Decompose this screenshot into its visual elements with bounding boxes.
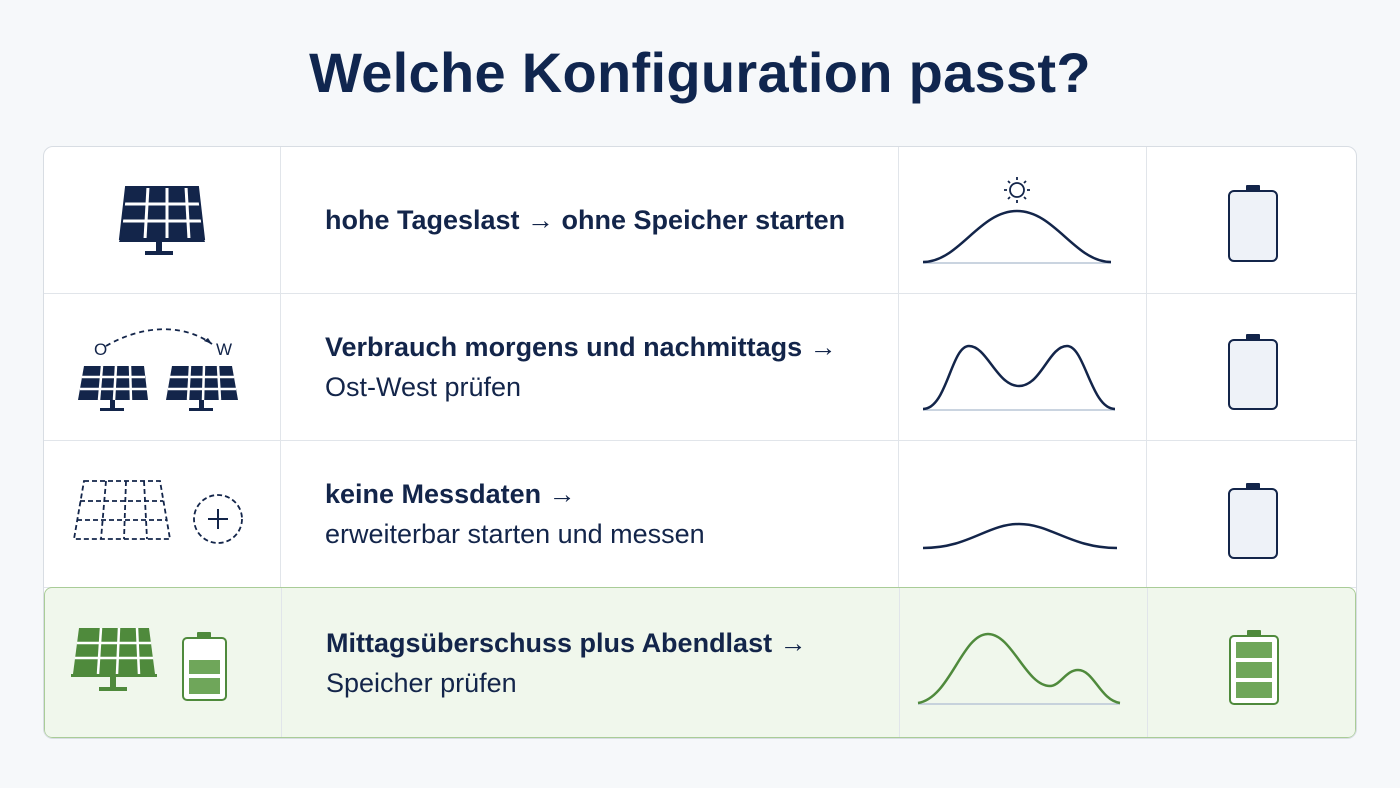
table-row-highlighted: Mittagsüberschuss plus Abendlast → Speic…: [44, 587, 1356, 738]
row-description-detail: Speicher prüfen: [326, 667, 517, 698]
solar-panel-icon: [118, 186, 206, 255]
battery-full-icon: [1229, 630, 1279, 705]
row-description: hohe Tageslast → ohne Speicher starten: [325, 205, 846, 235]
expandable-panel-icon: [72, 480, 243, 544]
row-description-detail: Ost-West prüfen: [325, 372, 522, 402]
sun-icon: [1004, 177, 1030, 203]
row-description: Verbrauch morgens und nachmittags →: [325, 332, 837, 362]
table-row: keine Messdaten → erweiterbar starten un…: [44, 441, 1356, 588]
curve-cell: [900, 588, 1148, 737]
panel-with-battery-icon: [71, 627, 227, 701]
row-description: Mittagsüberschuss plus Abendlast →: [326, 627, 807, 658]
icon-cell: [45, 588, 282, 737]
battery-empty-icon: [1228, 185, 1278, 262]
battery-cell: [1147, 294, 1356, 440]
configuration-table: hohe Tageslast → ohne Speicher starten: [43, 146, 1357, 739]
east-west-panels-icon: O W: [78, 328, 238, 411]
curve-cell: [899, 147, 1147, 293]
curve-cell: [899, 441, 1147, 587]
midday-peak-curve: [922, 177, 1112, 264]
icon-cell: [44, 441, 281, 587]
battery-cell: [1147, 441, 1356, 587]
description-cell: Mittagsüberschuss plus Abendlast → Speic…: [282, 588, 900, 737]
description-cell: keine Messdaten → erweiterbar starten un…: [281, 441, 899, 587]
orientation-west-label: W: [216, 340, 232, 359]
midday-and-evening-curve: [917, 632, 1121, 705]
battery-empty-icon: [1228, 334, 1278, 410]
battery-cell: [1148, 588, 1356, 737]
description-cell: Verbrauch morgens und nachmittags → Ost-…: [281, 294, 899, 440]
row-description: keine Messdaten →: [325, 479, 576, 509]
row-description-detail: erweiterbar starten und messen: [325, 519, 705, 549]
icon-cell: O W: [44, 294, 281, 440]
curve-cell: [899, 294, 1147, 440]
table-row: hohe Tageslast → ohne Speicher starten: [44, 147, 1356, 294]
orientation-east-label: O: [94, 340, 107, 359]
description-cell: hohe Tageslast → ohne Speicher starten: [281, 147, 899, 293]
battery-cell: [1147, 147, 1356, 293]
icon-cell: [44, 147, 281, 293]
double-peak-curve: [922, 344, 1116, 411]
table-row: O W: [44, 294, 1356, 441]
page-title: Welche Konfiguration passt?: [309, 41, 1091, 104]
flat-hump-curve: [922, 522, 1118, 550]
battery-empty-icon: [1228, 483, 1278, 559]
